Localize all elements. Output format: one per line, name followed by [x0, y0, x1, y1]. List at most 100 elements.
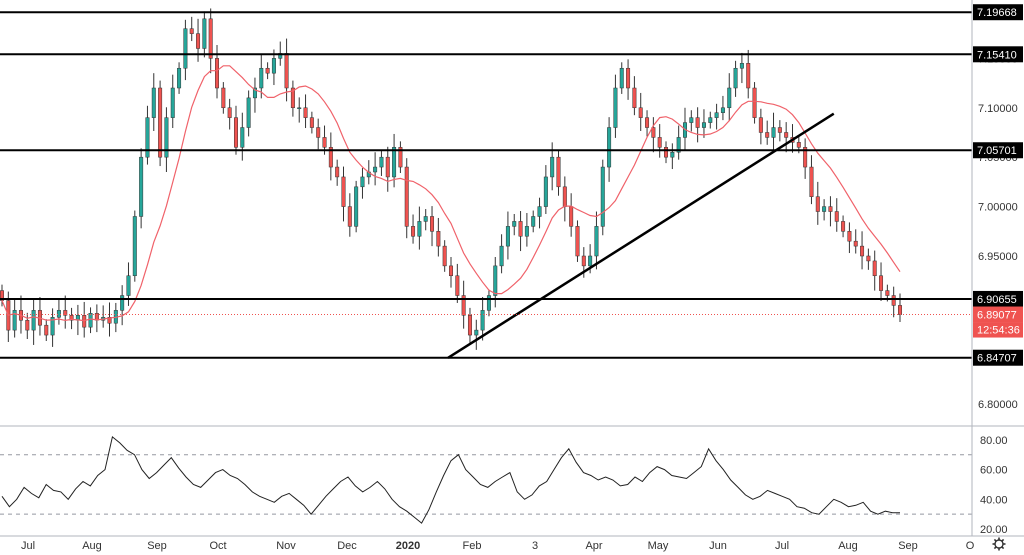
candle-body: [455, 275, 460, 296]
candle-body: [815, 196, 820, 212]
candle-body: [246, 97, 251, 128]
candle-body: [25, 319, 30, 331]
candle-body: [347, 206, 352, 227]
candle-body: [480, 310, 485, 331]
time-tick-label: 3: [532, 540, 538, 552]
candle-body: [411, 226, 416, 237]
candle-body: [436, 231, 441, 247]
candle-body: [828, 206, 833, 212]
time-axis: Jul Aug Sep Oct Nov Dec 2020 Feb 3 Apr May Jun Jul Au…: [0, 535, 1024, 552]
level-label-box: [973, 349, 1023, 366]
candle-body: [56, 310, 61, 318]
candle-body: [0, 290, 4, 301]
candle-body: [145, 117, 150, 158]
price-tick-label: 6.95000: [978, 251, 1018, 263]
time-tick-label: Sep: [147, 540, 167, 552]
time-tick-label: Apr: [585, 540, 602, 552]
candle-body: [594, 226, 599, 257]
candle-body: [613, 87, 618, 128]
candle-body: [151, 87, 156, 118]
candle-body: [518, 221, 523, 237]
candle-body: [221, 87, 226, 109]
time-tick-label: Aug: [838, 540, 858, 552]
candle-body: [670, 151, 675, 158]
oscillator-tick-label: 80.00: [980, 435, 1008, 447]
candle-body: [543, 176, 548, 207]
price-tick-label: 7.10000: [978, 103, 1018, 115]
level-label: 6.90655: [977, 294, 1017, 306]
level-label: 7.15410: [977, 49, 1017, 61]
candle-body: [803, 147, 808, 168]
candle-body: [449, 265, 453, 277]
candle-body: [638, 107, 643, 118]
candle-body: [63, 310, 68, 316]
candle-body: [404, 166, 409, 227]
candle-body: [392, 147, 397, 178]
candle-body: [385, 156, 390, 178]
candle-body: [809, 166, 814, 197]
candle-body: [170, 87, 175, 118]
time-tick-label: Aug: [82, 540, 102, 552]
candle-body: [341, 176, 346, 207]
price-axis: 6.800006.850006.900006.950007.000007.050…: [971, 0, 1023, 536]
candle-body: [417, 221, 422, 237]
oscillator-line: [1, 436, 900, 524]
candle-body: [328, 147, 333, 168]
candle-body: [379, 156, 384, 168]
candle-body: [309, 117, 314, 128]
candle-body: [676, 137, 681, 153]
candle-body: [588, 255, 593, 267]
candle-body: [335, 166, 340, 178]
candle-body: [322, 137, 327, 148]
candle-body: [701, 122, 706, 128]
moving-average-line: [1, 65, 901, 322]
candle-body: [720, 107, 725, 113]
candle-body: [202, 18, 207, 49]
candle-body: [474, 329, 479, 336]
candle-body: [537, 206, 542, 217]
countdown-label: 12:54:36: [977, 325, 1020, 337]
candle-body: [44, 324, 49, 336]
current-price-label: 6.89077: [977, 310, 1017, 322]
candle-body: [581, 255, 586, 267]
level-label-box: [973, 142, 1023, 159]
candle-body: [765, 132, 770, 138]
trendline[interactable]: [447, 112, 835, 359]
countdown-box: [973, 322, 1023, 338]
time-tick-label: O: [966, 540, 975, 552]
price-tick-label: 7.00000: [978, 202, 1018, 214]
candle-body: [853, 240, 858, 247]
candle-body: [442, 245, 447, 267]
candle-body: [290, 87, 295, 109]
candle-body: [316, 127, 321, 138]
candle-body: [600, 166, 605, 227]
time-tick-label: Dec: [337, 540, 357, 552]
candle-body: [252, 87, 257, 99]
candle-body: [727, 87, 732, 109]
candle-body: [284, 53, 289, 89]
candle-body: [739, 63, 744, 69]
candle-body: [88, 313, 93, 328]
level-label: 7.19668: [977, 7, 1017, 19]
candle-body: [569, 206, 574, 227]
candle-body: [303, 107, 308, 118]
gear-icon[interactable]: [992, 537, 1006, 551]
oscillator-panel[interactable]: [0, 425, 1024, 524]
candle-body: [626, 67, 631, 89]
candle-body: [891, 295, 896, 306]
candle-body: [531, 216, 536, 227]
candle-body: [189, 28, 194, 34]
candle-body: [177, 67, 182, 89]
candle-body: [607, 127, 612, 168]
candle-body: [499, 245, 504, 267]
candle-body: [215, 58, 220, 89]
candle-body: [240, 127, 245, 148]
price-tick-label: 6.80000: [978, 399, 1018, 411]
candle-body: [777, 127, 782, 133]
oscillator-tick-label: 20.00: [980, 524, 1008, 536]
level-label: 6.84707: [977, 353, 1017, 365]
candle-body: [259, 67, 264, 89]
candle-body: [360, 176, 365, 188]
